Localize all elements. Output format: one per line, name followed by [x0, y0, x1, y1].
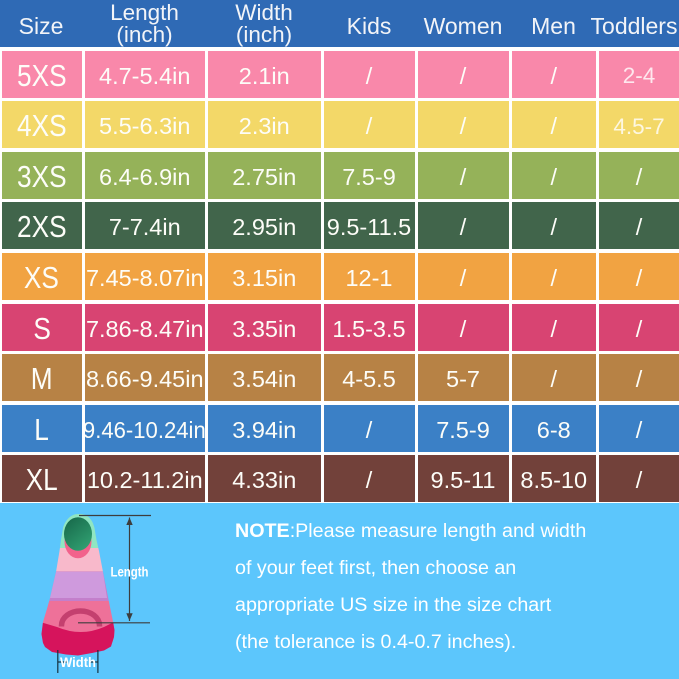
svg-text:Length: Length: [111, 564, 149, 580]
svg-text:Width: Width: [60, 654, 96, 670]
